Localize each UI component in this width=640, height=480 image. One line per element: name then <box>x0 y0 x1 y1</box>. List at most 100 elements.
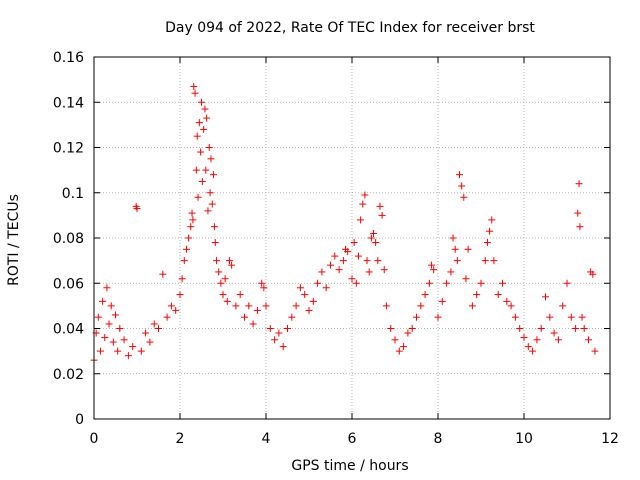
data-point <box>96 347 104 355</box>
data-point <box>404 329 412 337</box>
data-point <box>400 343 408 351</box>
data-point <box>201 105 209 113</box>
data-point <box>354 252 362 260</box>
data-point <box>137 347 145 355</box>
data-point <box>314 279 322 287</box>
data-point <box>391 336 399 344</box>
data-point <box>339 257 347 265</box>
data-point <box>458 182 466 190</box>
x-tick-label: 12 <box>601 431 619 447</box>
data-point <box>421 291 429 299</box>
data-point <box>533 336 541 344</box>
data-point <box>481 257 489 265</box>
data-point <box>253 306 261 314</box>
data-point <box>434 313 442 321</box>
data-point <box>563 279 571 287</box>
data-point <box>589 270 597 278</box>
data-point <box>296 284 304 292</box>
data-point <box>516 325 524 332</box>
data-point <box>490 257 498 265</box>
data-point <box>288 313 296 321</box>
y-tick-label: 0.04 <box>53 322 84 338</box>
data-point <box>221 275 229 283</box>
data-point <box>271 336 279 344</box>
y-tick-label: 0 <box>75 412 84 428</box>
data-point <box>182 245 190 253</box>
data-point <box>438 297 446 305</box>
data-point <box>228 261 236 269</box>
data-point <box>376 202 384 210</box>
data-point <box>507 302 515 310</box>
data-point <box>348 275 356 283</box>
data-point <box>456 171 463 179</box>
data-point <box>180 257 188 265</box>
data-point <box>591 347 599 355</box>
data-point <box>114 347 122 355</box>
data-point <box>213 257 221 265</box>
data-point <box>159 270 167 278</box>
data-point <box>305 306 313 314</box>
data-point <box>275 329 283 337</box>
data-point <box>202 166 210 174</box>
data-point <box>447 268 455 276</box>
data-point <box>208 200 216 208</box>
data-point <box>413 313 420 321</box>
data-point <box>172 306 180 314</box>
data-point <box>318 268 326 276</box>
data-point <box>494 291 502 299</box>
data-point <box>206 189 214 197</box>
data-point <box>176 291 184 299</box>
data-point <box>542 293 549 301</box>
data-point <box>301 291 309 299</box>
data-point <box>352 279 360 287</box>
data-point <box>245 302 253 310</box>
data-point <box>361 191 369 199</box>
data-point <box>187 223 195 231</box>
data-point <box>473 291 481 299</box>
data-point <box>511 313 519 321</box>
data-point <box>258 279 266 287</box>
data-point <box>223 297 231 305</box>
data-point <box>428 261 436 269</box>
x-tick-label: 2 <box>176 431 185 447</box>
data-point <box>451 245 459 253</box>
y-tick-label: 0.06 <box>53 276 84 292</box>
data-point <box>279 343 287 351</box>
data-point <box>225 257 233 265</box>
data-point <box>580 325 588 332</box>
data-point <box>219 291 227 299</box>
data-point <box>185 234 193 242</box>
data-point <box>537 325 545 332</box>
data-point <box>520 334 528 342</box>
data-point <box>200 125 208 133</box>
data-point <box>357 216 365 224</box>
data-point <box>204 207 212 215</box>
x-axis-label: GPS time / hours <box>291 458 408 474</box>
data-point <box>163 313 171 321</box>
data-point <box>198 98 205 106</box>
data-point <box>550 329 558 337</box>
data-point <box>133 205 141 213</box>
data-point <box>486 227 494 235</box>
data-point <box>211 239 219 247</box>
data-point <box>327 261 334 269</box>
data-point <box>554 336 562 344</box>
data-point <box>284 325 291 332</box>
data-point <box>146 338 154 346</box>
data-point <box>417 302 425 310</box>
data-point <box>408 325 416 332</box>
data-point <box>380 266 388 274</box>
data-point <box>241 313 248 321</box>
data-point <box>468 302 476 310</box>
data-point <box>150 320 158 328</box>
data-point <box>189 216 197 224</box>
chart-title: Day 094 of 2022, Rate Of TEC Index for r… <box>165 20 535 36</box>
data-point <box>236 291 244 299</box>
data-point <box>266 325 274 332</box>
data-point <box>120 336 128 344</box>
data-point <box>203 114 211 122</box>
data-point <box>331 252 339 260</box>
data-point <box>350 239 358 247</box>
data-point <box>460 193 468 201</box>
data-point <box>107 302 115 310</box>
